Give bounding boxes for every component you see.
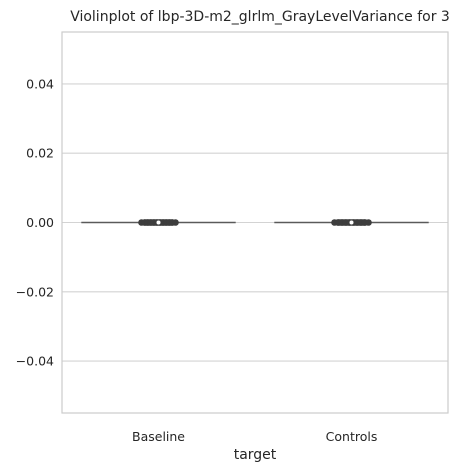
plot-frame (61, 31, 449, 414)
x-tick-label: Baseline (132, 429, 185, 444)
y-tick-label: −0.02 (16, 284, 54, 299)
y-tick-label: 0.04 (26, 76, 54, 91)
data-point (365, 219, 372, 226)
data-point (172, 219, 179, 226)
y-tick-labels: −0.04 −0.02 0.00 0.02 0.04 (16, 76, 54, 368)
y-tick-label: 0.02 (26, 146, 54, 161)
median-marker (349, 220, 354, 225)
y-tick-label: 0.00 (26, 215, 54, 230)
x-tick-labels: Baseline Controls (132, 429, 377, 444)
y-tick-label: −0.04 (16, 354, 54, 369)
chart-title: Violinplot of lbp-3D-m2_glrlm_GrayLevelV… (70, 9, 450, 25)
x-axis-label: target (234, 447, 277, 463)
violin-marks (81, 219, 429, 226)
x-tick-label: Controls (326, 429, 378, 444)
median-marker (156, 220, 161, 225)
